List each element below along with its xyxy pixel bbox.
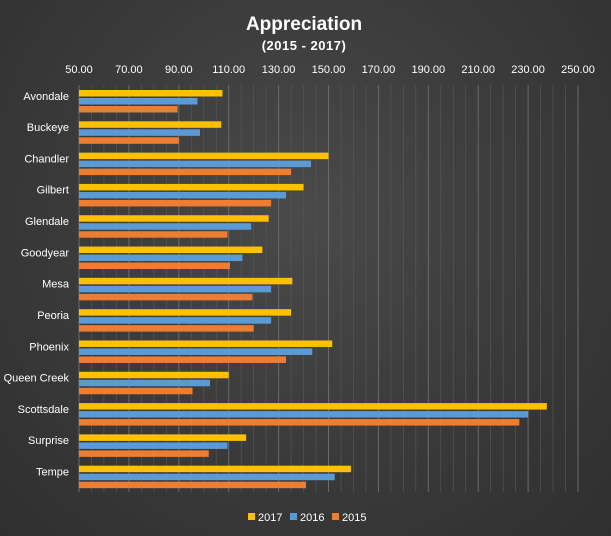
- bar-2016: [79, 160, 312, 168]
- x-tick-label: 150.00: [312, 64, 346, 76]
- bar-2017: [79, 121, 222, 128]
- bar-2015: [79, 419, 520, 426]
- bar-2015: [79, 106, 178, 113]
- x-tick-label: 50.00: [65, 64, 93, 76]
- x-tick-label: 90.00: [165, 64, 193, 76]
- bar-2017: [79, 183, 304, 191]
- chart-subtitle: (2015 - 2017): [262, 38, 347, 53]
- category-labels: Avondale Buckeye Chandler Gilbert Glendale Go…: [4, 91, 70, 479]
- bar-2017: [79, 434, 247, 441]
- bar-2015: [79, 199, 272, 207]
- bar-2015: [79, 262, 230, 270]
- category-label: Queen Creek: [4, 373, 70, 385]
- category-label: Chandler: [24, 153, 69, 165]
- legend-label: 2017: [258, 512, 282, 524]
- category-label: Surprise: [28, 435, 69, 447]
- legend-swatch: [290, 513, 297, 520]
- bar-2017: [79, 309, 292, 316]
- bar-2017: [79, 465, 351, 473]
- bar-2017: [79, 277, 293, 285]
- bar-2016: [79, 317, 272, 324]
- bars: [79, 90, 547, 489]
- category-label: Tempe: [36, 466, 69, 478]
- bar-2016: [79, 348, 313, 355]
- legend-label: 2015: [342, 512, 366, 524]
- legend-swatch: [332, 513, 339, 520]
- category-label: Peoria: [37, 310, 70, 322]
- category-label: Mesa: [42, 279, 70, 291]
- bar-2017: [79, 246, 263, 254]
- bar-2017: [79, 340, 333, 347]
- category-label: Goodyear: [21, 247, 70, 259]
- bar-2015: [79, 325, 254, 332]
- bar-2017: [79, 371, 229, 379]
- legend-label: 2016: [300, 512, 324, 524]
- bar-2015: [79, 231, 228, 238]
- x-tick-label: 170.00: [362, 64, 396, 76]
- bar-2015: [79, 481, 307, 489]
- bar-2015: [79, 293, 253, 301]
- bar-2017: [79, 403, 547, 410]
- category-label: Avondale: [23, 91, 69, 103]
- x-axis-ticks: 50.00 70.00 90.00 110.00 130.00 150.00 170.00 1…: [65, 64, 595, 76]
- bar-2017: [79, 152, 329, 160]
- bar-2016: [79, 411, 529, 418]
- bar-2015: [79, 168, 292, 176]
- bar-2016: [79, 473, 335, 481]
- bar-2016: [79, 379, 210, 387]
- bar-2017: [79, 90, 223, 97]
- bar-2015: [79, 450, 209, 457]
- category-label: Gilbert: [37, 185, 69, 197]
- bar-2016: [79, 442, 228, 449]
- chart-title: Appreciation: [246, 14, 362, 35]
- bar-2016: [79, 285, 272, 293]
- bar-2015: [79, 356, 287, 363]
- x-tick-label: 250.00: [561, 64, 595, 76]
- bar-2015: [79, 387, 193, 395]
- category-label: Scottsdale: [18, 404, 69, 416]
- x-tick-label: 110.00: [212, 64, 245, 76]
- x-tick-label: 70.00: [115, 64, 143, 76]
- bar-2017: [79, 215, 269, 222]
- bar-2015: [79, 137, 179, 144]
- legend: 2017 2016 2015: [248, 512, 366, 524]
- x-tick-label: 190.00: [411, 64, 445, 76]
- x-tick-label: 210.00: [461, 64, 495, 76]
- bar-2016: [79, 191, 287, 199]
- category-label: Phoenix: [29, 341, 69, 353]
- bar-2016: [79, 129, 201, 136]
- bar-2016: [79, 223, 252, 230]
- category-label: Glendale: [25, 216, 69, 228]
- bar-2016: [79, 98, 198, 105]
- legend-swatch: [248, 513, 255, 520]
- category-label: Buckeye: [27, 122, 69, 134]
- bar-2016: [79, 254, 243, 262]
- x-tick-label: 230.00: [511, 64, 545, 76]
- x-tick-label: 130.00: [262, 64, 296, 76]
